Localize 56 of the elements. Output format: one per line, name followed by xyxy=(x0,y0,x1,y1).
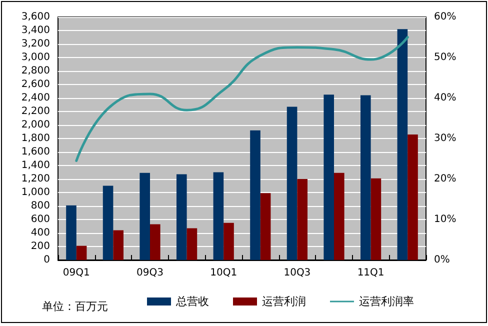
bar xyxy=(213,172,224,260)
y-tick-label: 400 xyxy=(30,228,50,238)
bar xyxy=(140,172,150,260)
bar xyxy=(334,172,344,260)
bar xyxy=(66,205,76,260)
bar xyxy=(224,222,234,260)
bar xyxy=(76,246,87,260)
y-tick-label: 0 xyxy=(44,254,50,266)
bar xyxy=(260,193,271,260)
y-tick-label: 1,400 xyxy=(21,160,50,171)
y2-tick-label: 40% xyxy=(434,92,456,104)
bar xyxy=(297,179,308,260)
bar xyxy=(150,224,160,260)
text: 单位：百万元 xyxy=(42,300,108,313)
y-tick-label: 2,000 xyxy=(21,120,50,130)
y-tick-label: 2,800 xyxy=(21,66,50,76)
x-tick-label: 11Q1 xyxy=(357,268,384,278)
bar xyxy=(397,29,408,260)
y-tick-label: 3,000 xyxy=(21,52,50,63)
y-tick-label: 1,000 xyxy=(21,187,50,198)
x-tick-label: 09Q1 xyxy=(62,268,90,278)
y-tick-label: 1,800 xyxy=(21,133,50,144)
bar xyxy=(250,130,260,260)
x-tick-label: 10Q3 xyxy=(284,268,311,278)
x-tick-label: 10Q1 xyxy=(210,268,238,278)
bar xyxy=(324,94,334,260)
y-tick-label: 200 xyxy=(30,241,50,252)
y-tick-label: 1,600 xyxy=(21,146,50,158)
legend-label: 总营收 xyxy=(175,295,209,308)
y2-tick-label: 60% xyxy=(434,12,456,22)
x-tick-label: 09Q3 xyxy=(136,268,164,278)
y2-tick-label: 30% xyxy=(434,133,456,144)
bar xyxy=(408,134,418,260)
bar xyxy=(113,230,124,260)
y-tick-label: 2,400 xyxy=(21,92,50,104)
bar xyxy=(286,106,298,260)
y-tick-label: 1,200 xyxy=(21,174,50,184)
bar xyxy=(360,95,371,260)
legend-label: 运营利润率 xyxy=(359,295,414,308)
y-tick-label: 3,400 xyxy=(21,25,50,36)
bar xyxy=(370,178,382,260)
y2-tick-label: 10% xyxy=(434,214,456,225)
y2-tick-label: 50% xyxy=(434,52,456,63)
y2-tick-label: 0% xyxy=(434,254,450,266)
y-tick-label: 800 xyxy=(30,200,50,212)
y-tick-label: 2,600 xyxy=(21,79,50,90)
y2-tick-label: 20% xyxy=(434,174,456,184)
y-tick-label: 3,200 xyxy=(21,38,50,50)
bar xyxy=(186,228,198,260)
y-tick-label: 600 xyxy=(30,214,50,225)
y-tick-label: 3,600 xyxy=(21,12,50,22)
line-series xyxy=(75,36,409,162)
y-tick-label: 2,200 xyxy=(21,106,50,117)
legend-label: 运营利润 xyxy=(262,295,306,308)
bar xyxy=(102,186,114,260)
bar xyxy=(176,174,187,260)
